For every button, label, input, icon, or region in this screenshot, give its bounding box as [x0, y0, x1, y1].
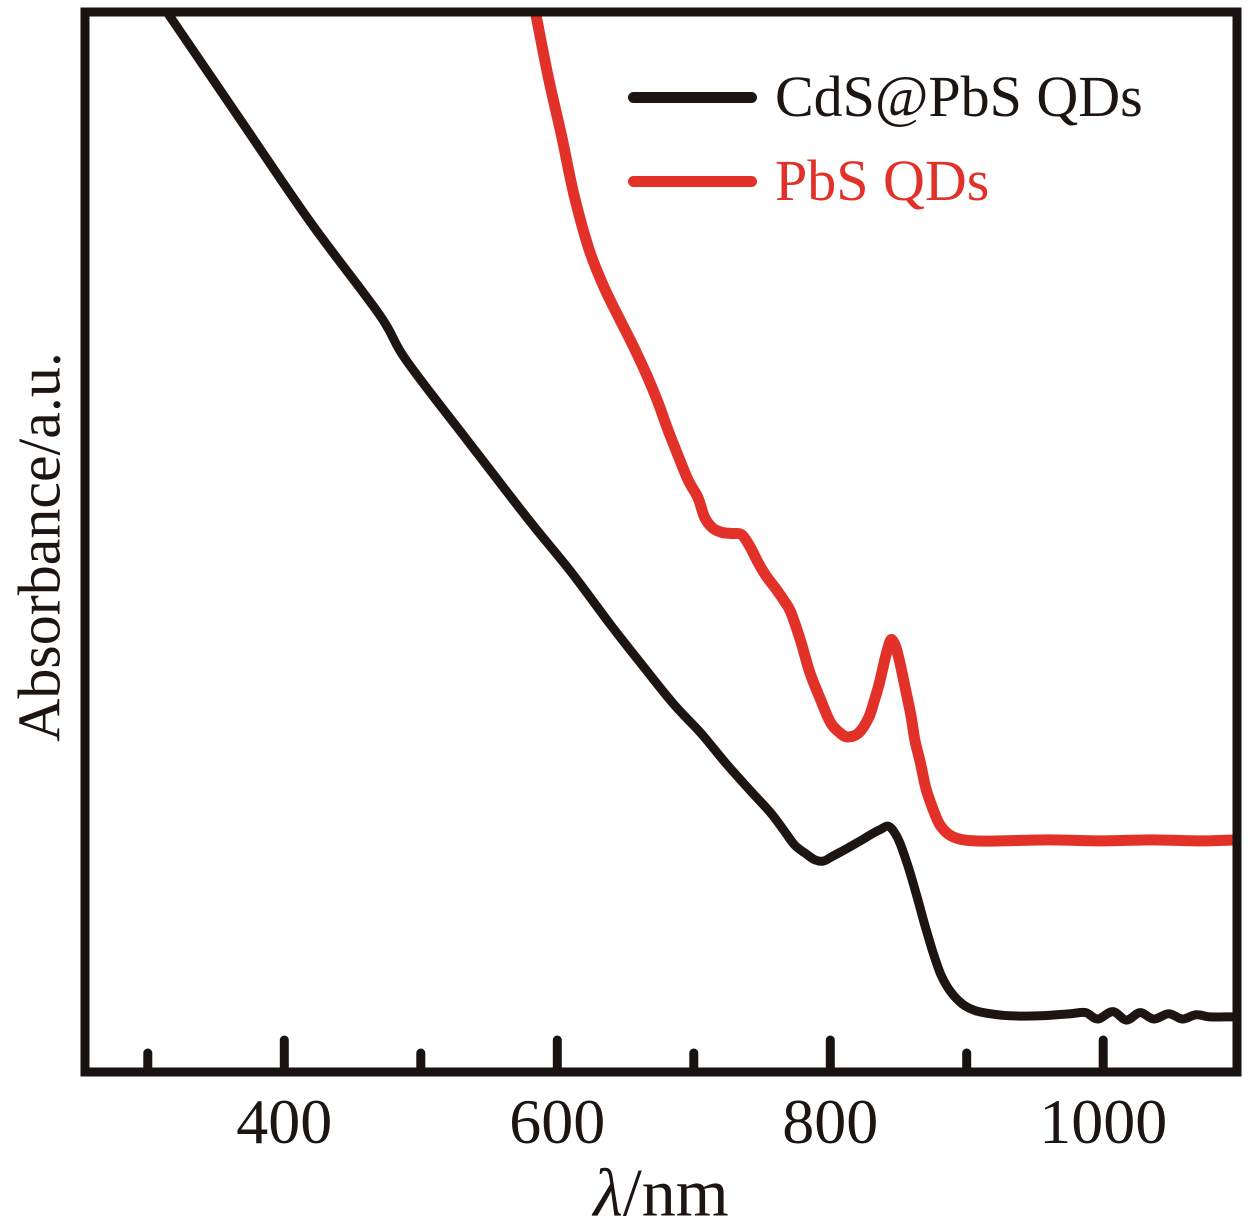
- x-axis-ticks: [143, 1035, 1108, 1074]
- x-tick-label-800: 800: [782, 1086, 879, 1157]
- x-tick-label-600: 600: [509, 1086, 606, 1157]
- x-axis-unit: /nm: [622, 1154, 729, 1230]
- x-tick-label-400: 400: [236, 1086, 333, 1157]
- x-tick-label-1000: 1000: [1039, 1086, 1168, 1157]
- legend-line-pbs-qds: [628, 175, 757, 187]
- curve-pbs-qds: [529, 12, 1237, 847]
- x-axis-label: λ/nm: [593, 1154, 728, 1230]
- legend-label-pbs-qds: PbS QDs: [775, 148, 990, 213]
- curves-group: [162, 12, 1237, 1025]
- legend-label-cds-pbs-qds: CdS@PbS QDs: [775, 64, 1143, 129]
- legend-line-cds-pbs-qds: [628, 91, 757, 103]
- legend-item-pbs: PbS QDs: [628, 152, 989, 210]
- lambda-symbol: λ: [593, 1154, 623, 1230]
- plot-frame: [80, 7, 1242, 1077]
- legend-item-cds-pbs: CdS@PbS QDs: [628, 68, 1143, 126]
- y-axis-label: Absorbance/a.u.: [6, 352, 73, 742]
- curve-cds-pbs-qds: [162, 12, 1237, 1025]
